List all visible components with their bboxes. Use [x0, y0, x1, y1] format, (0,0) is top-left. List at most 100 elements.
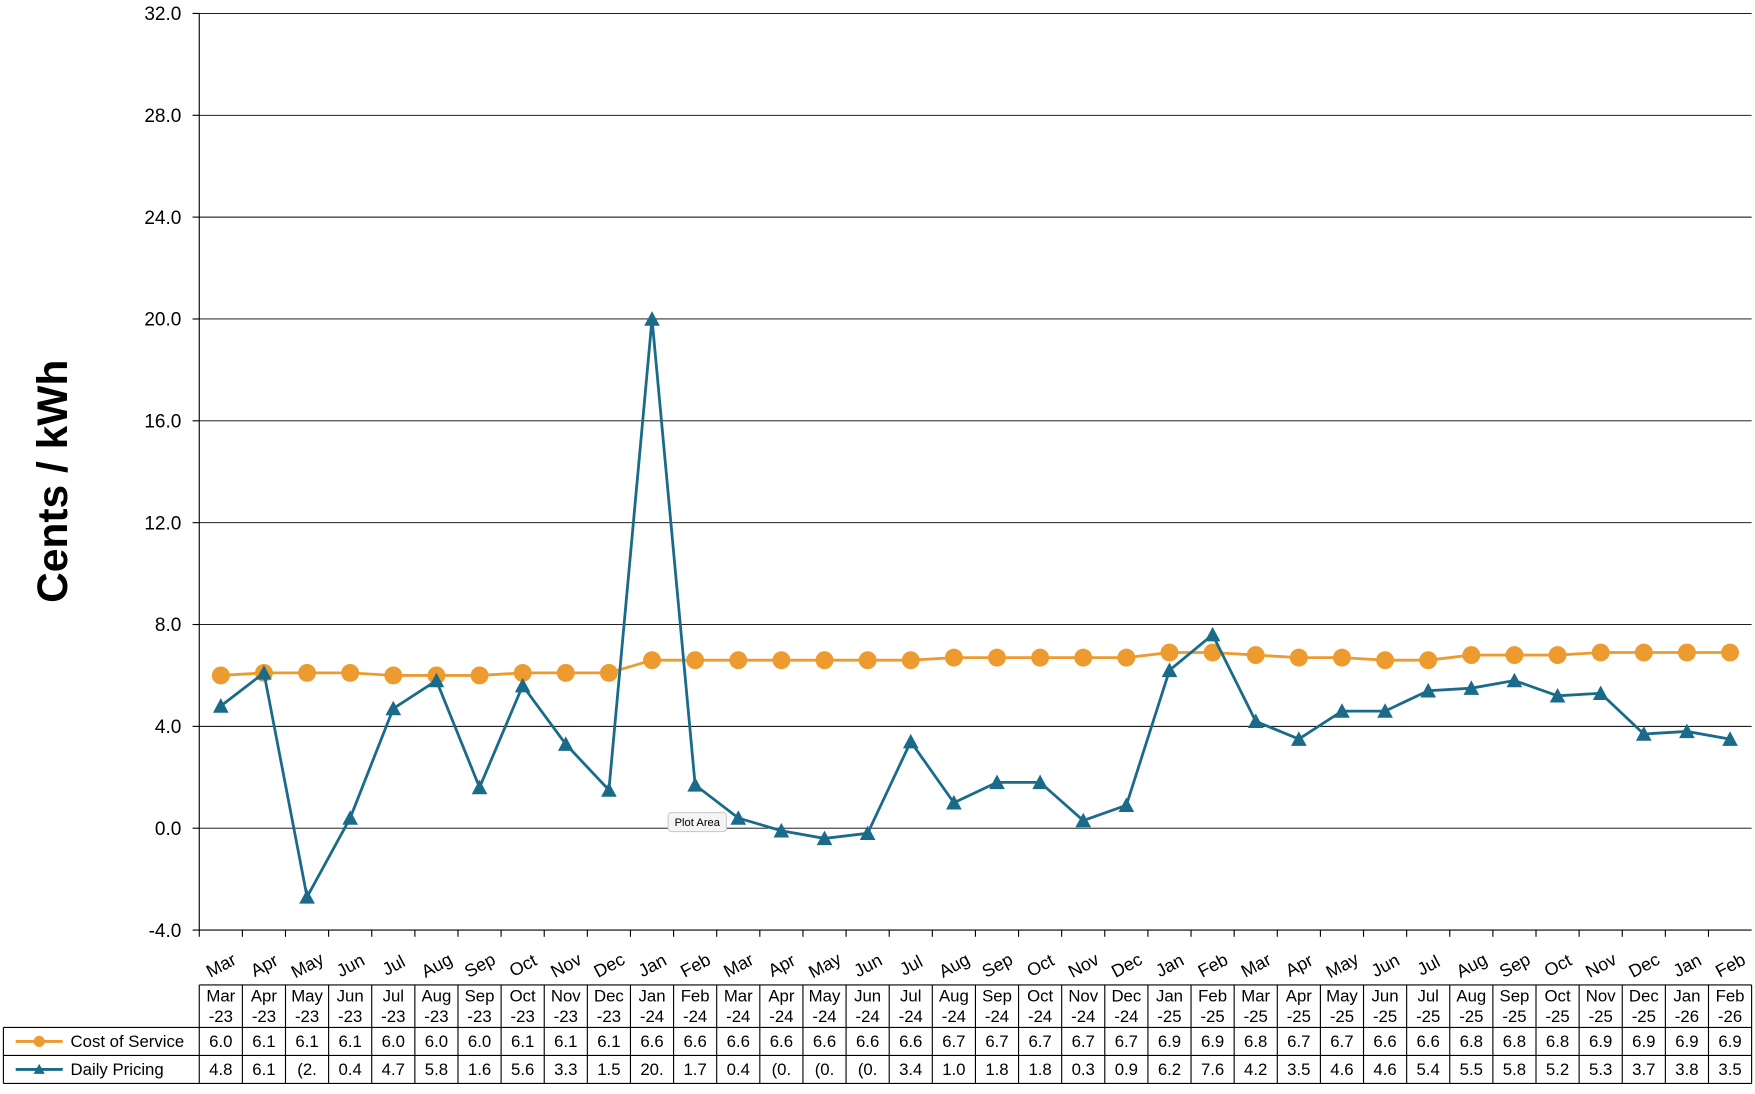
- point: [299, 889, 315, 904]
- table-value: 6.7: [985, 1032, 1008, 1051]
- table-header-line: -25: [1589, 1007, 1613, 1026]
- x-tick-label: Mar: [203, 949, 240, 981]
- point: [384, 666, 403, 685]
- point: [1075, 812, 1092, 828]
- point: [730, 810, 747, 825]
- table-header-line: -24: [1114, 1007, 1138, 1026]
- y-tick-label: 20.0: [144, 310, 181, 331]
- table-header-line: Mar: [1241, 987, 1270, 1006]
- table-value: 6.9: [1201, 1032, 1224, 1051]
- point: [1032, 774, 1048, 790]
- table-header-line: -25: [1502, 1007, 1526, 1026]
- point: [557, 736, 574, 751]
- table-header-line: Jul: [383, 987, 404, 1006]
- point: [1117, 648, 1136, 667]
- point: [298, 663, 317, 682]
- table-value: 6.1: [295, 1032, 318, 1051]
- table-value: 7.6: [1201, 1060, 1224, 1079]
- table-value: 6.6: [727, 1032, 750, 1051]
- table-value: 6.6: [1417, 1032, 1440, 1051]
- point: [1548, 646, 1567, 665]
- table-header-line: -24: [942, 1007, 966, 1026]
- table-value: (0.: [815, 1060, 835, 1079]
- table-header: Mar -23: [206, 987, 235, 1026]
- point: [1031, 648, 1050, 667]
- point: [1377, 703, 1393, 718]
- table-header: Nov -25: [1586, 987, 1616, 1026]
- table-header: Feb -26: [1716, 987, 1745, 1026]
- point: [1462, 646, 1481, 665]
- table-header-line: -25: [1459, 1007, 1483, 1026]
- table-value: 1.8: [1028, 1060, 1051, 1079]
- table-header-line: Sep: [982, 987, 1012, 1006]
- table-value: (0.: [772, 1060, 792, 1079]
- table-header-line: Feb: [681, 987, 710, 1006]
- table-header: Oct -24: [1027, 987, 1053, 1026]
- table-value: 4.6: [1330, 1060, 1353, 1079]
- table-header-line: Sep: [465, 987, 495, 1006]
- point: [471, 779, 488, 795]
- point: [1505, 646, 1524, 665]
- table-header-line: Apr: [768, 987, 795, 1006]
- x-tick-label: Dec: [1625, 949, 1663, 982]
- point: [946, 794, 962, 810]
- point: [1118, 797, 1135, 813]
- table-value: 4.8: [209, 1060, 232, 1079]
- y-tick-label: 8.0: [155, 615, 181, 636]
- y-tick-label: 0.0: [155, 819, 181, 840]
- table-value: 0.4: [727, 1060, 750, 1079]
- point: [1161, 662, 1178, 678]
- table-header: Jul -25: [1416, 987, 1440, 1026]
- table-header-line: -23: [467, 1007, 491, 1026]
- x-tick-label: Jun: [851, 950, 886, 981]
- x-tick-label: Oct: [1023, 950, 1057, 981]
- x-tick-label: Jun: [333, 950, 368, 981]
- x-tick-label: Mar: [1238, 949, 1275, 981]
- table-value: 3.8: [1675, 1060, 1698, 1079]
- table-value: 6.7: [942, 1032, 965, 1051]
- table-header-line: May: [809, 987, 841, 1006]
- table-value: 6.0: [468, 1032, 491, 1051]
- table-header-line: Jan: [639, 987, 666, 1006]
- table-header-line: -25: [1545, 1007, 1569, 1026]
- table-value: 6.6: [1373, 1032, 1396, 1051]
- point: [1721, 643, 1740, 662]
- table-header-line: -24: [985, 1007, 1009, 1026]
- point: [858, 651, 877, 670]
- series-line: [220, 651, 1731, 677]
- x-tick-label: May: [1323, 949, 1362, 983]
- table-value: 6.1: [554, 1032, 577, 1051]
- table-header-line: Jun: [1372, 987, 1399, 1006]
- point: [1591, 643, 1610, 662]
- table-value: 6.0: [382, 1032, 405, 1051]
- table-header-line: Apr: [1286, 987, 1313, 1006]
- point: [687, 777, 703, 792]
- point: [1376, 651, 1395, 670]
- table-value: 5.2: [1546, 1060, 1569, 1079]
- table-header: Dec -23: [594, 987, 624, 1026]
- table-header-line: -25: [1200, 1007, 1224, 1026]
- point: [1204, 626, 1221, 642]
- series-line: [219, 318, 1731, 902]
- y-tick-label: -4.0: [149, 921, 182, 942]
- legend-marker: [33, 1063, 45, 1074]
- point: [1463, 680, 1480, 695]
- table-header: Jan -26: [1673, 987, 1700, 1026]
- table-value: 6.8: [1460, 1032, 1483, 1051]
- x-tick-label: Mar: [720, 949, 757, 981]
- table-header-line: Nov: [1068, 987, 1098, 1006]
- table-header: Apr -23: [251, 987, 278, 1026]
- table-header-line: May: [291, 987, 323, 1006]
- table-header-line: -23: [381, 1007, 405, 1026]
- table-value: 6.9: [1589, 1032, 1612, 1051]
- x-tick-label: Jan: [1670, 950, 1705, 981]
- x-tick-label: Aug: [1453, 949, 1491, 982]
- table-header-line: Nov: [551, 987, 581, 1006]
- table-header-line: Jan: [1673, 987, 1700, 1006]
- x-tick-label: Jun: [1368, 950, 1403, 981]
- table-header-line: Feb: [1198, 987, 1227, 1006]
- point: [686, 651, 705, 670]
- point: [643, 651, 661, 670]
- table-header: Oct -25: [1545, 987, 1571, 1026]
- table-header: Jun -25: [1372, 987, 1399, 1026]
